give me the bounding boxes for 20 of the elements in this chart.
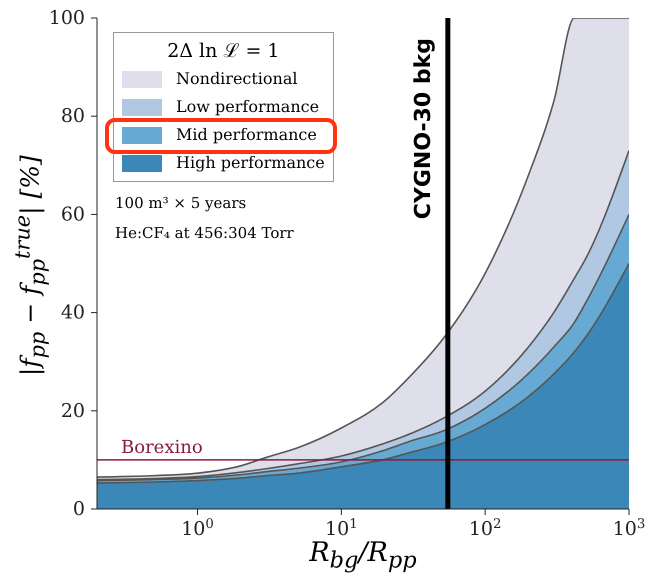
legend-label: High performance bbox=[176, 152, 325, 174]
annotation: He:CF₄ at 456:304 Torr bbox=[115, 223, 294, 244]
y-tick-label: 40 bbox=[60, 302, 85, 324]
y-tick-label: 0 bbox=[72, 498, 85, 520]
x-tick-label: 10$^{2}$ bbox=[468, 516, 502, 540]
annotation: 100 m³ × 5 years bbox=[115, 193, 248, 214]
x-tick-label: 10$^{0}$ bbox=[181, 516, 214, 540]
y-tick-label: 20 bbox=[60, 400, 85, 422]
ref-line-label: CYGNO-30 bkg bbox=[410, 38, 436, 220]
y-tick-label: 80 bbox=[60, 105, 85, 128]
ref-line-label: Borexino bbox=[121, 436, 203, 458]
x-tick-label: 10$^{3}$ bbox=[612, 516, 646, 540]
legend-label: Low performance bbox=[176, 96, 320, 118]
legend-label: Mid performance bbox=[176, 124, 317, 146]
y-tick-label: 60 bbox=[60, 203, 85, 226]
x-tick-label: 10$^{1}$ bbox=[325, 516, 358, 540]
legend-title: 2Δ ln ℒ = 1 bbox=[166, 39, 280, 64]
x-axis-title: R$_{bg}$/R$_{pp}$ bbox=[309, 537, 417, 574]
y-tick-label: 100 bbox=[48, 7, 85, 29]
legend-label: Nondirectional bbox=[176, 68, 298, 90]
